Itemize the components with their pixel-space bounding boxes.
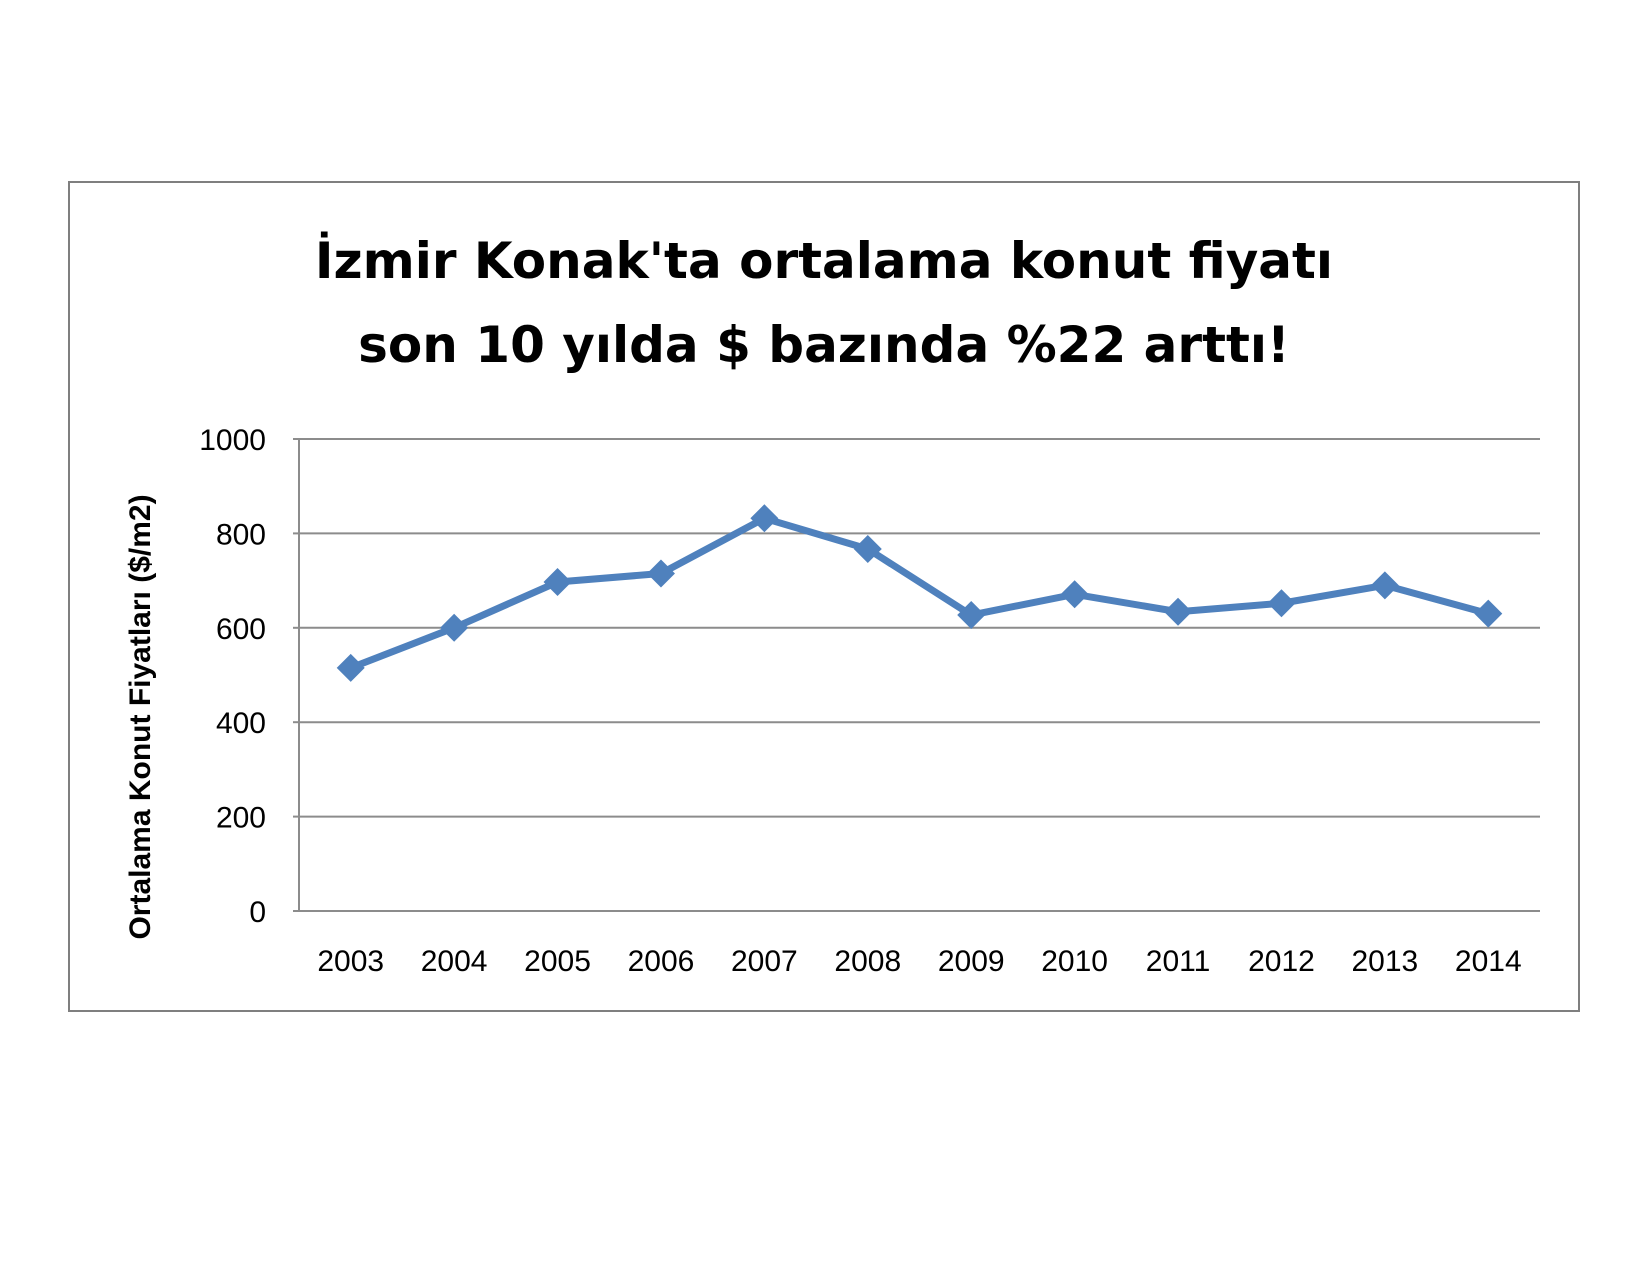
data-point-marker — [853, 534, 882, 563]
y-tick-label: 400 — [216, 707, 266, 740]
x-tick-label: 2004 — [421, 945, 488, 978]
y-axis-ticks: 0 200 400 600 800 1000 — [199, 424, 266, 929]
x-tick-label: 2010 — [1041, 945, 1108, 978]
series-line — [347, 514, 1492, 672]
x-tick-label: 2012 — [1248, 945, 1315, 978]
chart-title-line-1: İzmir Konak'ta ortalama konut fiyatı — [314, 232, 1334, 290]
series — [336, 504, 1503, 682]
y-tick-label: 1000 — [199, 424, 266, 457]
x-tick-label: 2005 — [524, 945, 591, 978]
data-point-marker — [750, 504, 779, 533]
y-tick-label: 0 — [249, 896, 266, 929]
data-point-marker — [1164, 597, 1193, 626]
chart-container: İzmir Konak'ta ortalama konut fiyatı son… — [68, 181, 1580, 1012]
data-point-marker — [1267, 589, 1296, 618]
y-tick-label: 800 — [216, 518, 266, 551]
chart-title: İzmir Konak'ta ortalama konut fiyatı son… — [70, 219, 1578, 387]
data-point-marker — [543, 568, 572, 597]
chart-title-line-2: son 10 yılda $ bazında %22 arttı! — [358, 316, 1290, 374]
axes — [293, 438, 1540, 912]
x-tick-label: 2007 — [731, 945, 798, 978]
data-point-marker — [440, 613, 469, 642]
x-tick-label: 2003 — [317, 945, 384, 978]
gridlines — [299, 438, 1540, 818]
x-tick-label: 2006 — [628, 945, 695, 978]
x-axis-ticks: 2003 2004 2005 2006 2007 2008 2009 2010 2011 2012… — [317, 945, 1521, 978]
data-point-marker — [1060, 580, 1089, 609]
y-tick-label: 200 — [216, 802, 266, 835]
y-tick-label: 600 — [216, 613, 266, 646]
data-point-marker — [1474, 599, 1503, 628]
data-point-marker — [1370, 571, 1399, 600]
data-point-marker — [957, 601, 986, 630]
data-point-marker — [646, 559, 675, 588]
x-tick-label: 2008 — [834, 945, 901, 978]
x-tick-label: 2014 — [1455, 945, 1522, 978]
x-tick-label: 2009 — [938, 945, 1005, 978]
x-tick-label: 2011 — [1146, 945, 1211, 978]
data-point-marker — [336, 653, 365, 682]
y-axis-title: Ortalama Konut Fiyatları ($/m2) — [124, 494, 157, 939]
x-tick-label: 2013 — [1352, 945, 1419, 978]
